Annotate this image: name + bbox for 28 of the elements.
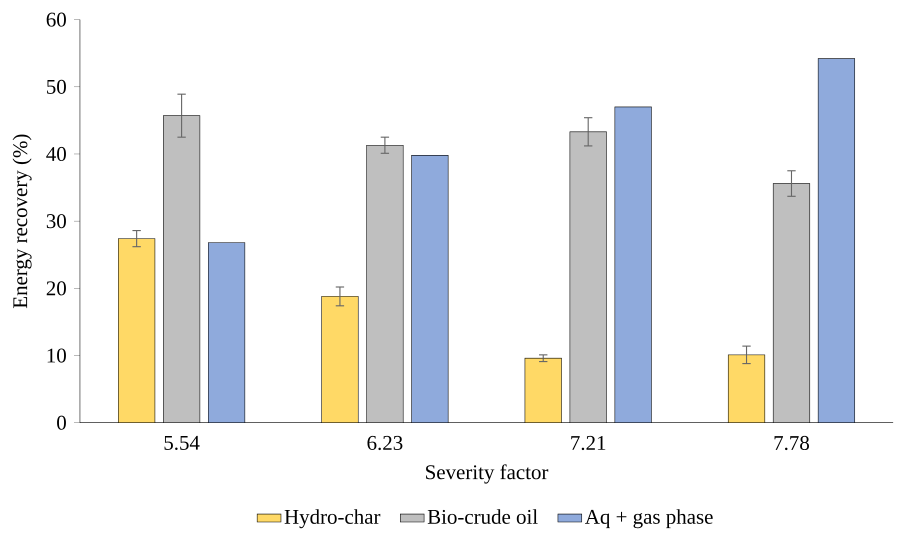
x-axis-title: Severity factor: [426, 464, 548, 484]
y-tick-label: 0: [57, 416, 66, 430]
x-tick-label: 7.78: [774, 436, 810, 450]
y-tick-label: 50: [47, 80, 66, 94]
bar: [366, 144, 404, 423]
y-tick-label: 20: [46, 281, 66, 296]
bar: [728, 354, 766, 423]
y-tick-label: 40: [46, 146, 66, 162]
legend-label: Hydro-char: [284, 509, 380, 528]
bar: [772, 183, 810, 423]
y-tick-label: 30: [46, 214, 66, 228]
bar: [118, 238, 156, 423]
y-axis-title: Energy recovery (%): [12, 134, 32, 308]
x-tick-label: 7.21: [571, 436, 606, 450]
bar: [614, 106, 652, 423]
bar: [570, 132, 607, 423]
y-tick-label: 60: [46, 12, 66, 27]
x-tick-label: 6.23: [367, 436, 402, 450]
x-tick-label: 5.54: [164, 436, 200, 450]
bar: [818, 58, 856, 423]
legend-label: Bio-crude oil: [428, 509, 538, 524]
y-tick-label: 10: [48, 348, 66, 363]
bar: [163, 115, 200, 423]
bar: [411, 155, 448, 423]
legend-label: Aq + gas phase: [585, 509, 713, 528]
bar: [524, 358, 562, 423]
bar: [208, 242, 246, 423]
bar: [321, 296, 359, 423]
